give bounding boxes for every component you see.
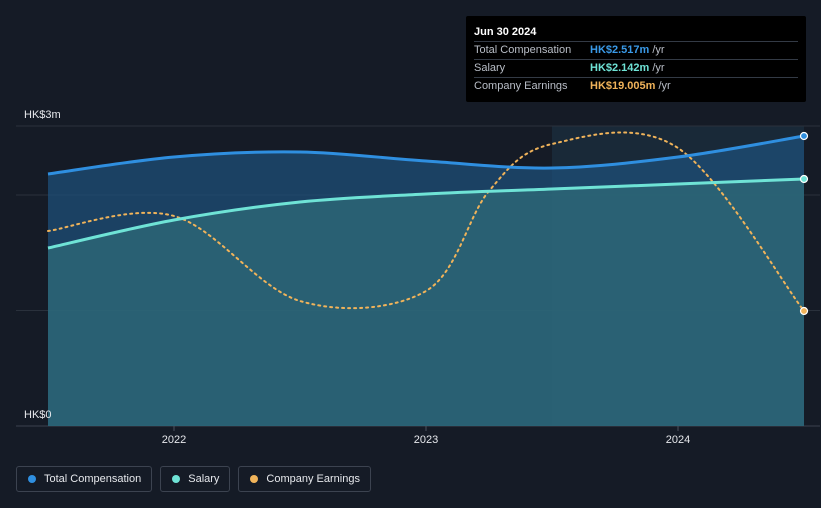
tooltip-value: HK$2.517m (590, 44, 650, 56)
hover-tooltip: Jun 30 2024 Total Compensation HK$2.517m… (466, 16, 806, 102)
end-markers (799, 131, 809, 316)
tooltip-date: Jun 30 2024 (474, 26, 537, 38)
legend-item-total-compensation[interactable]: Total Compensation (16, 466, 153, 492)
total-compensation-end-marker (799, 131, 809, 141)
salary-line (47, 177, 805, 250)
tooltip-label: Total Compensation (474, 44, 572, 56)
legend-dot-icon (172, 475, 181, 483)
total-compensation-line (47, 134, 805, 176)
tooltip-unit: /yr (658, 80, 671, 92)
legend-label: Company Earnings (266, 473, 360, 485)
tooltip-value: HK$19.005m (590, 80, 656, 92)
x-tick-label: 2024 (666, 434, 690, 446)
x-tick-label: 2022 (162, 434, 186, 446)
tooltip-row-company-earnings: Company Earnings HK$19.005m /yr (474, 77, 798, 95)
legend-label: Salary (188, 473, 220, 485)
legend-item-company-earnings[interactable]: Company Earnings (238, 466, 371, 492)
y-axis-top-label: HK$3m (24, 109, 61, 121)
legend-dot-icon (28, 475, 36, 483)
tooltip-value: HK$2.142m (590, 62, 650, 74)
company-earnings-line (47, 131, 805, 312)
x-tick-label: 2023 (414, 434, 438, 446)
company-earnings-end-marker (799, 306, 809, 316)
tooltip-row-total-compensation: Total Compensation HK$2.517m /yr (474, 41, 798, 59)
tooltip-unit: /yr (652, 62, 665, 74)
legend-label: Total Compensation (44, 473, 142, 485)
y-axis-bottom-label: HK$0 (24, 409, 52, 421)
legend-item-salary[interactable]: Salary (160, 466, 231, 492)
tooltip-unit: /yr (652, 44, 665, 56)
tooltip-label: Company Earnings (474, 80, 568, 92)
x-axis-ticks: 2022 2023 2024 (162, 426, 690, 446)
tooltip-label: Salary (474, 62, 506, 74)
tooltip-row-salary: Salary HK$2.142m /yr (474, 59, 798, 77)
legend-dot-icon (250, 475, 259, 483)
salary-area (48, 179, 804, 426)
salary-end-marker (799, 174, 809, 184)
chart-legend: Total Compensation Salary Company Earnin… (16, 466, 371, 492)
